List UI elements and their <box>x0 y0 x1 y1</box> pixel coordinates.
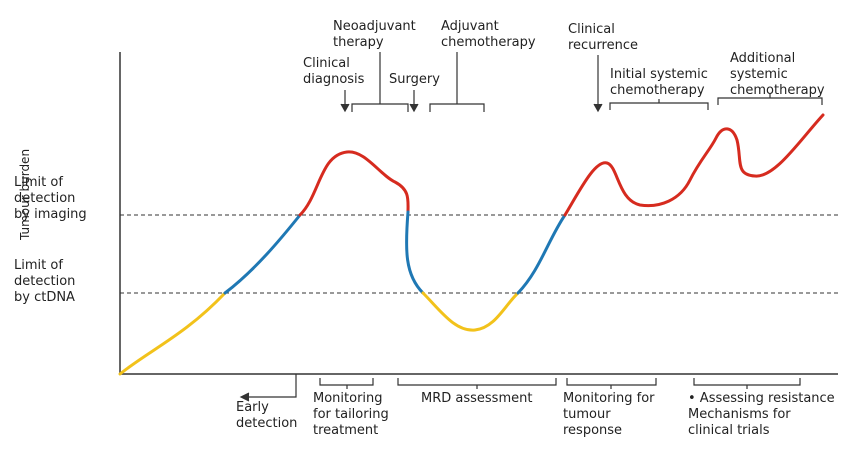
tailoring-label: Monitoring for tailoring treatment <box>313 391 389 438</box>
early-detection-label: Early detection <box>236 400 298 431</box>
ctdna-threshold-label: Limit of detection by ctDNA <box>14 258 76 305</box>
curve-yellow-1 <box>118 291 227 376</box>
early-detection-arrow <box>244 374 297 398</box>
clinical-recurrence-label: Clinical recurrence <box>568 22 639 53</box>
mrd-label: MRD assessment <box>421 391 533 406</box>
tumour-response-bracket <box>566 378 657 389</box>
additional-systemic-label: Additional systemic chemotherapy <box>730 51 825 98</box>
curve-red-1 <box>298 150 410 217</box>
neoadjuvant-bracket <box>351 52 409 112</box>
mrd-bracket <box>397 378 557 389</box>
neoadjuvant-label: Neoadjuvant therapy <box>333 19 416 50</box>
resistance-bracket <box>693 378 801 389</box>
curve-yellow-2 <box>421 291 520 332</box>
adjuvant-bracket <box>429 52 485 112</box>
adjuvant-label: Adjuvant chemotherapy <box>441 19 536 50</box>
surgery-label: Surgery <box>389 72 440 87</box>
imaging-threshold-label: Limit of detection by imaging <box>14 175 87 222</box>
additional-systemic-bracket <box>717 94 823 105</box>
initial-systemic-label: Initial systemic chemotherapy <box>610 67 708 98</box>
curve-blue-3 <box>516 213 567 295</box>
curve-blue-2 <box>405 210 425 295</box>
clinical-diagnosis-label: Clinical diagnosis <box>303 56 365 87</box>
resistance-label: • Assessing resistance Mechanisms for cl… <box>688 391 835 438</box>
tumour-response-label: Monitoring for tumour response <box>563 391 655 438</box>
curve-red-2 <box>563 113 825 217</box>
tailoring-bracket <box>319 378 374 389</box>
curve-blue-1 <box>223 213 302 295</box>
initial-systemic-bracket <box>609 99 709 110</box>
